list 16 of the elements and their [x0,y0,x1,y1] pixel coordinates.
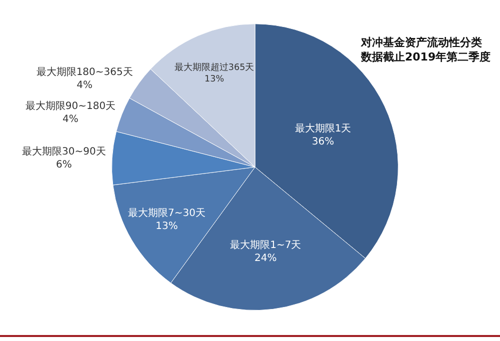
slice-label: 最大期限90~180天 [25,100,116,112]
slice-label: 最大期限1天 [294,122,352,135]
slice-label: 最大期限超过365天 [174,62,254,73]
slice-label: 最大期限7~30天 [128,206,206,219]
data-label: 13% [156,220,178,232]
data-label: 4% [76,80,93,92]
slice-label: 最大期限1~7天 [230,238,302,251]
data-label: 4% [62,114,78,126]
slice-label: 最大期限30~90天 [22,146,106,158]
text: 对冲基金资产流动性分类 [360,36,482,49]
text: 数据截止2019年第二季度 [360,50,491,64]
data-label: 36% [312,136,334,148]
data-label: 24% [254,252,277,264]
data-label: 6% [56,160,72,171]
slice-label: 最大期限180~365天 [36,66,133,78]
data-label: 13% [204,74,224,84]
